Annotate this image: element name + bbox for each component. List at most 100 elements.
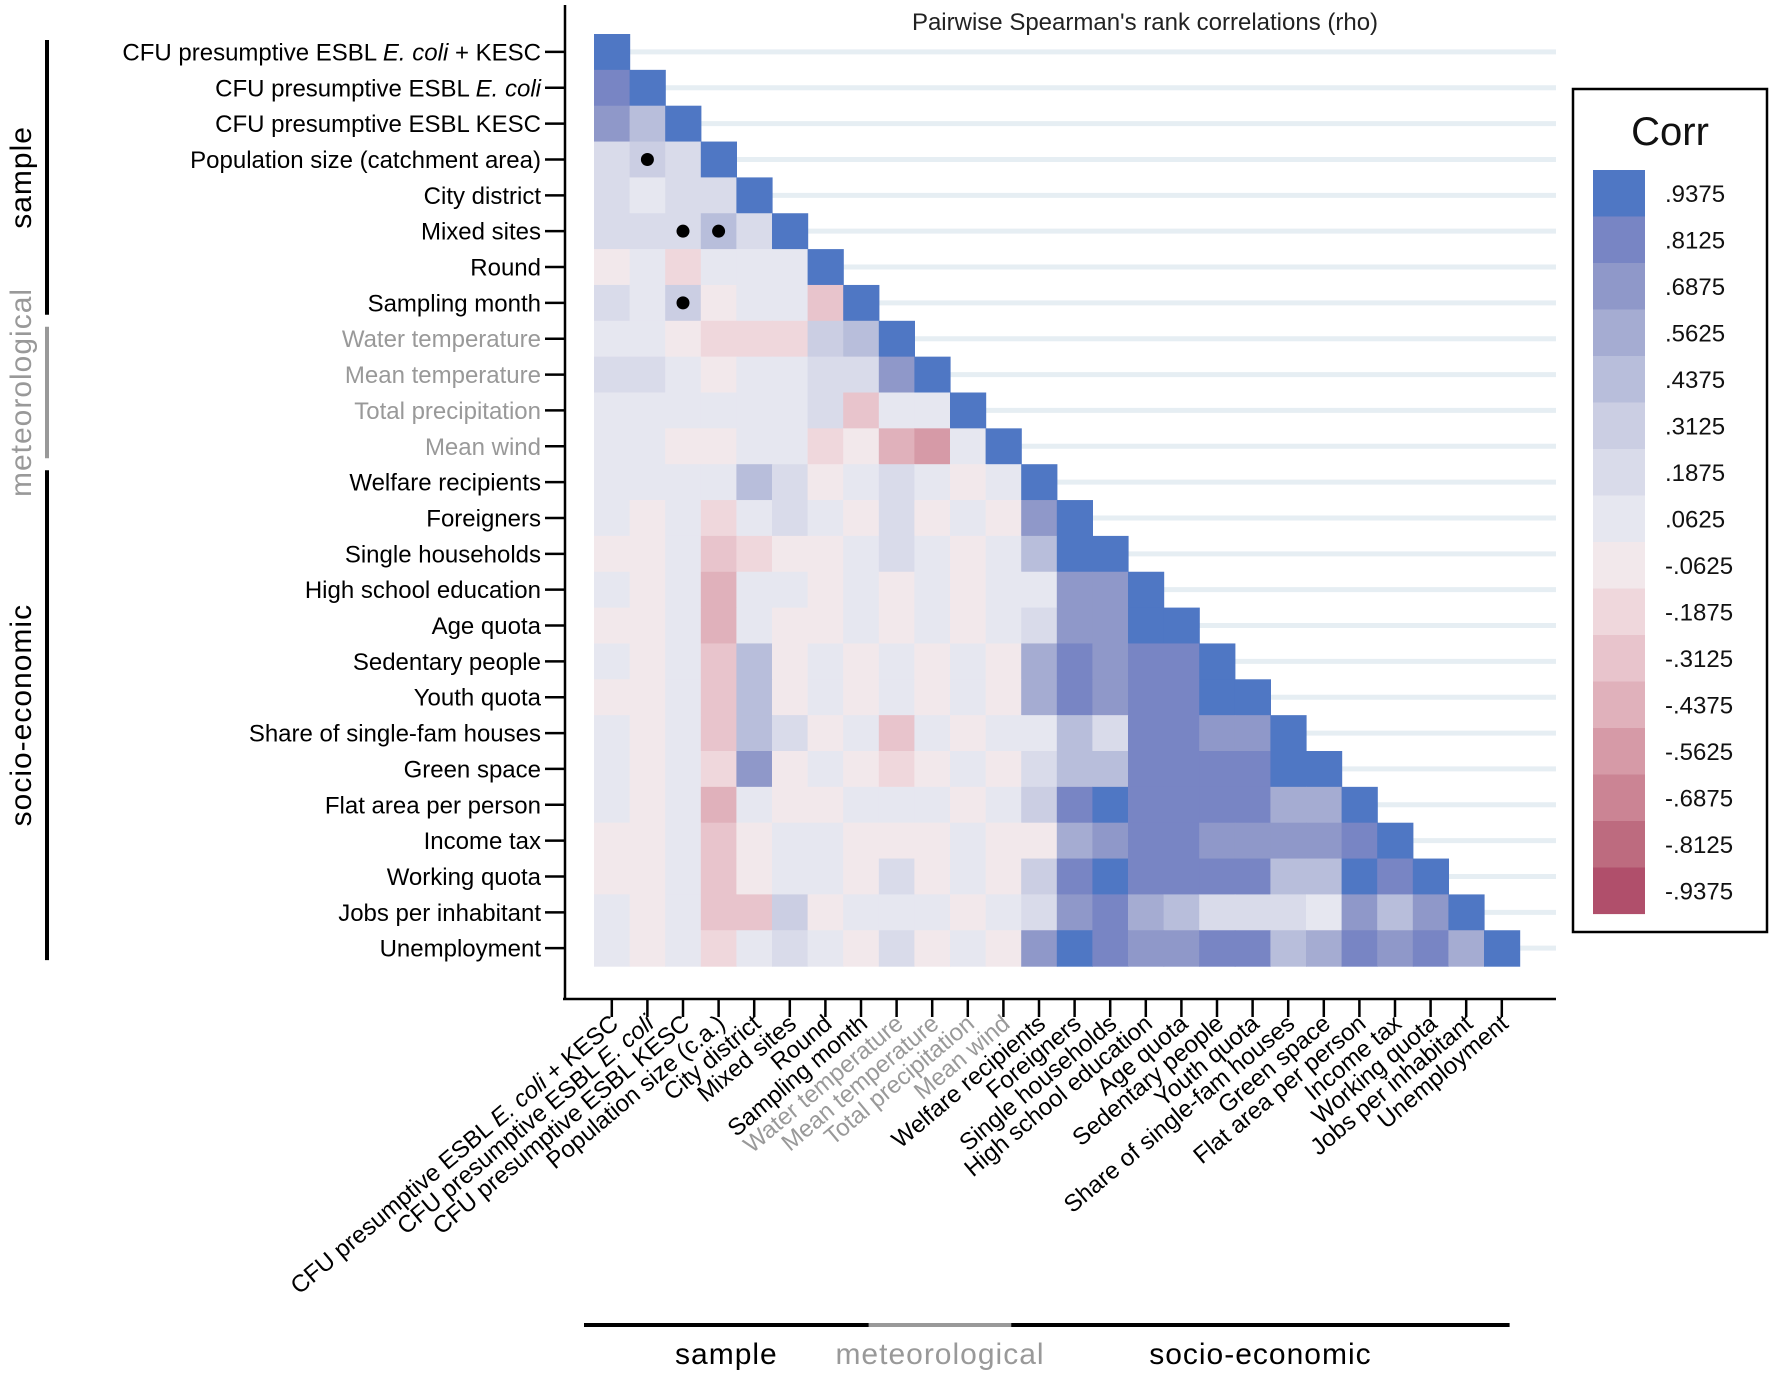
heatmap-cell [736,284,773,322]
legend: Corr .9375 .8125 .6875 .5625 .4375 .3125 .1875… [1571,87,1769,934]
y-label-share-of-single-fam-houses: Share of single-fam houses [249,721,541,748]
heatmap-cell [629,822,666,860]
y-label-city-district: City district [424,183,542,210]
heatmap-cell [914,822,951,860]
heatmap-cell [772,822,809,860]
heatmap-cell [807,500,844,537]
heatmap-cell [1199,643,1236,680]
heatmap-cell [736,786,773,824]
heatmap-cell [594,535,631,573]
heatmap-cell [629,500,666,537]
heatmap-cell [772,320,809,358]
significance-dot [676,296,690,310]
heatmap-cell [1128,679,1165,716]
heatmap-cell [1128,786,1165,824]
heatmap-cell [1021,679,1058,716]
heatmap-cell [772,284,809,322]
heatmap-cell [594,141,631,178]
legend-swatch [1593,263,1645,310]
heatmap-cell [1199,930,1236,967]
heatmap-cell [1128,571,1165,609]
heatmap-cell [736,249,773,286]
y-label-sedentary-people: Sedentary people [353,649,541,676]
heatmap-cell [1021,464,1058,501]
heatmap-cell [594,679,631,716]
heatmap-cell [843,930,880,967]
legend-swatch [1593,170,1645,217]
heatmap-cell [594,428,631,465]
heatmap-cell [1056,679,1093,716]
heatmap-cell [950,643,987,680]
y-label-water-temperature: Water temperature [342,326,541,353]
significance-markers [640,152,726,310]
heatmap-cell [594,930,631,967]
heatmap-cell [985,894,1022,931]
heatmap-cell [1092,751,1129,788]
heatmap-cell [594,284,631,322]
heatmap-cell [594,571,631,609]
heatmap-cell [807,392,844,429]
heatmap-cell [1199,894,1236,931]
heatmap-cell [914,571,951,609]
heatmap-cell [594,464,631,501]
heatmap-cell [1056,643,1093,680]
heatmap-cell [985,858,1022,895]
heatmap-cell [914,679,951,716]
heatmap-cell [914,428,951,465]
heatmap-cell [1092,715,1129,752]
group-label-bottom-socio-economic: socio-economic [1149,1338,1371,1371]
heatmap-cell [985,786,1022,824]
heatmap-cell [878,500,915,537]
heatmap-cell [736,428,773,465]
heatmap-cell [665,356,702,394]
heatmap-cell [1306,822,1343,860]
heatmap-cell [1021,786,1058,824]
heatmap-cell [1270,751,1307,788]
heatmap-cell [1021,643,1058,680]
heatmap-cell [950,715,987,752]
legend-label: .1875 [1665,460,1725,487]
heatmap-cell [1021,535,1058,573]
heatmap-cell [807,284,844,322]
legend-title: Corr [1631,110,1709,154]
y-label-foreigners: Foreigners [426,505,541,532]
heatmap-cell [772,786,809,824]
heatmap-cell [1092,679,1129,716]
legend-swatch [1593,402,1645,450]
heatmap-cell [629,320,666,358]
heatmap-cell [1092,930,1129,967]
heatmap-cell [807,786,844,824]
heatmap-cell [985,822,1022,860]
heatmap-cell [1056,571,1093,609]
heatmap-cell [950,535,987,573]
heatmap-cell [843,643,880,680]
heatmap-cell [1128,715,1165,752]
heatmap-cell [772,607,809,645]
heatmap-cell [736,751,773,788]
heatmap-cell [1021,930,1058,967]
legend-swatch [1593,495,1645,543]
heatmap-cell [629,249,666,286]
heatmap-cell [950,679,987,716]
heatmap-cell [1056,535,1093,573]
heatmap-cell [1306,786,1343,824]
heatmap-cell [772,571,809,609]
legend-swatch [1593,821,1645,868]
heatmap-cell [914,894,951,931]
heatmap-cell [629,177,666,214]
legend-label: -.3125 [1665,646,1733,673]
heatmap-cell [665,607,702,645]
heatmap-cell [772,356,809,394]
heatmap-cell [665,392,702,429]
heatmap-cell [1377,894,1414,931]
heatmap-cell [665,177,702,214]
legend-label: -.9375 [1665,879,1733,906]
heatmap-cell [1377,930,1414,967]
heatmap-cell [736,356,773,394]
heatmap-cell [1341,930,1378,967]
heatmap-cell [594,249,631,286]
heatmap-cell [1234,786,1271,824]
heatmap-cell [914,643,951,680]
heatmap-cell [1021,500,1058,537]
legend-swatch [1593,681,1645,729]
